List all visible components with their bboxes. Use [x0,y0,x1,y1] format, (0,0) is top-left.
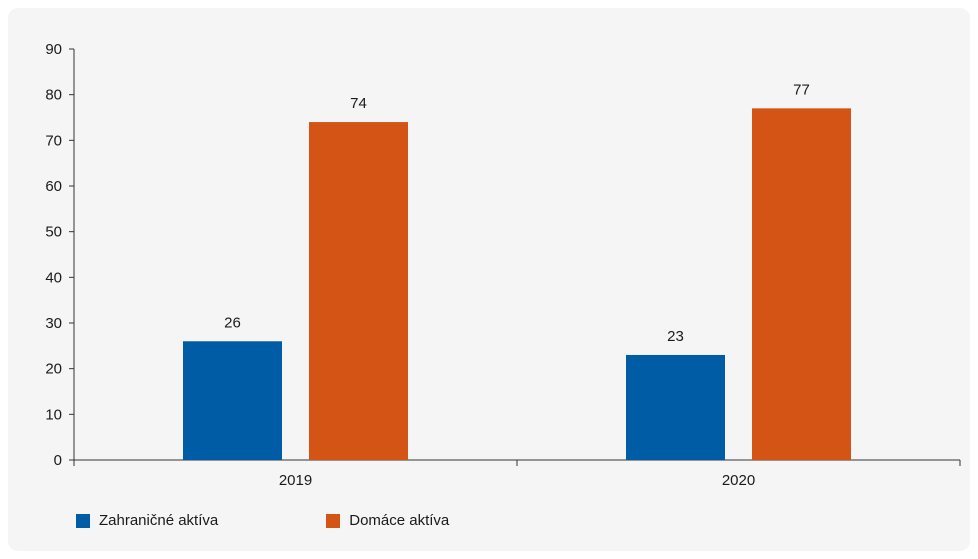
data-label: 26 [224,314,241,331]
legend-item-series-1: Zahraničné aktíva [76,512,218,529]
y-tick-label: 40 [45,269,62,286]
y-tick-label: 50 [45,224,62,241]
y-tick-label: 0 [54,452,62,469]
data-label: 23 [667,328,684,345]
chart-legend: Zahraničné aktíva Domáce aktíva [76,512,449,529]
bar [183,341,282,460]
legend-label-series-1: Zahraničné aktíva [99,512,219,529]
bar [626,354,725,460]
bar [752,108,851,460]
x-tick-label: 2019 [279,472,312,489]
data-label: 77 [793,81,810,98]
legend-label-series-2: Domáce aktíva [349,512,450,529]
y-tick-label: 30 [45,315,62,332]
chart-axes: 0 10 20 30 40 50 60 70 80 90 [45,41,961,469]
legend-swatch-series-1 [76,513,90,528]
legend-swatch-series-2 [326,513,341,528]
y-tick-label: 10 [45,406,62,423]
chart-bars [183,108,851,461]
legend-item-series-2: Domáce aktíva [326,512,449,529]
bar [309,122,408,461]
y-tick-label: 70 [45,132,62,149]
y-tick-label: 60 [45,178,62,195]
y-tick-label: 80 [45,87,62,104]
y-tick-label: 20 [45,361,62,378]
data-label: 74 [350,95,367,112]
y-tick-label: 90 [45,41,62,58]
chart-labels: 2019 26 74 2020 23 77 [224,81,810,489]
x-tick-label: 2020 [722,472,755,489]
